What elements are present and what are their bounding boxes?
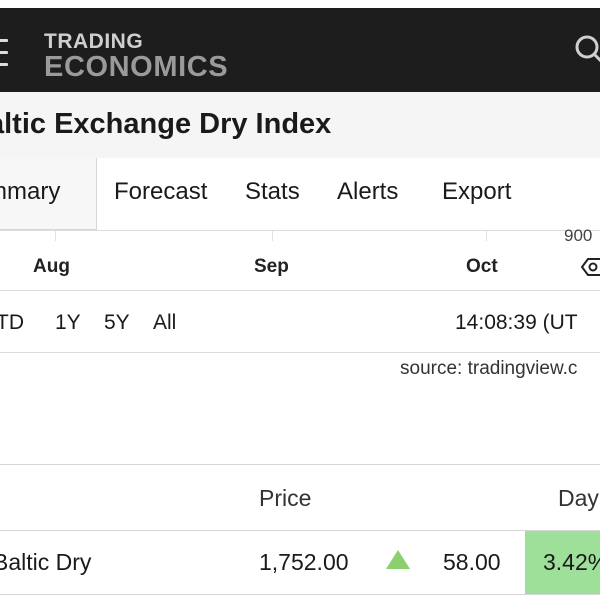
- top-bar: [0, 0, 600, 92]
- up-arrow-icon: [386, 550, 410, 569]
- title-band: [0, 92, 600, 159]
- top-stripe: [0, 0, 600, 8]
- row-price: 1,752.00: [259, 549, 349, 575]
- x-axis-month: Aug: [33, 256, 70, 277]
- tab-summary-active-bg: [0, 158, 97, 230]
- range-divider: [0, 352, 600, 353]
- logo-economics[interactable]: ECONOMICS: [44, 51, 229, 83]
- table-top-border: [0, 464, 600, 465]
- table-header-border: [0, 530, 600, 531]
- search-icon[interactable]: [574, 34, 600, 66]
- source-link[interactable]: source: tradingview.c: [400, 358, 578, 379]
- x-axis-month: Sep: [254, 256, 289, 277]
- grid-tick: [55, 231, 56, 241]
- row-name[interactable]: Baltic Dry: [0, 549, 92, 575]
- grid-tick: [272, 231, 273, 241]
- tab-alerts[interactable]: Alerts: [337, 178, 399, 205]
- row-change: 58.00: [443, 549, 501, 575]
- tab-stats[interactable]: Stats: [245, 178, 300, 205]
- row-percent-change: 3.42%: [543, 549, 600, 575]
- tab-export[interactable]: Export: [442, 178, 512, 205]
- page-title: altic Exchange Dry Index: [0, 108, 332, 140]
- axis-divider: [0, 290, 600, 291]
- range-all[interactable]: All: [153, 311, 177, 334]
- range-1y[interactable]: 1Y: [55, 311, 81, 334]
- menu-icon[interactable]: [0, 38, 20, 68]
- x-axis-month: Oct: [466, 256, 498, 277]
- range-ytd[interactable]: TD: [0, 311, 24, 334]
- tab-forecast[interactable]: Forecast: [114, 178, 208, 205]
- tab-summary[interactable]: mmary: [0, 178, 61, 205]
- column-header-price: Price: [259, 485, 312, 511]
- table-bottom-border: [0, 594, 600, 595]
- timestamp: 14:08:39 (UT: [455, 311, 578, 334]
- percent-change-cell: [525, 531, 600, 594]
- column-header-day: Day: [558, 485, 599, 511]
- y-axis-label: 900: [564, 226, 593, 245]
- tabs-row: [0, 158, 600, 231]
- settings-icon[interactable]: [580, 257, 600, 277]
- grid-tick: [486, 231, 487, 241]
- range-5y[interactable]: 5Y: [104, 311, 130, 334]
- logo-trading[interactable]: TRADING: [44, 30, 144, 53]
